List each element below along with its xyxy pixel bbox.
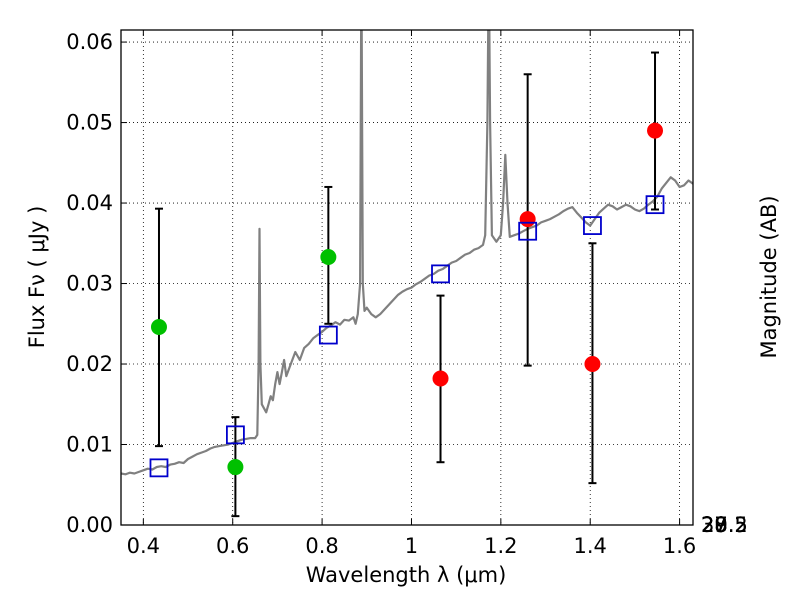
y-tick-label: 0.01 bbox=[66, 433, 113, 457]
mag-tick-label: 27.2 bbox=[701, 513, 748, 537]
mag-tick-label: 27.5 bbox=[701, 513, 748, 537]
model-point bbox=[431, 264, 450, 284]
model-point bbox=[149, 458, 169, 478]
y-axis-left: 0.00 0.01 0.02 0.03 0.04 0.05 0.06 bbox=[66, 30, 127, 537]
y-axis-label: Flux Fν ( μJy ) bbox=[25, 206, 49, 349]
mag-tick-label: 28.5 bbox=[701, 513, 748, 537]
plot-frame bbox=[120, 29, 694, 526]
model-point bbox=[318, 325, 338, 345]
x-axis: 0.4 0.6 0.8 1 1.2 1.4 1.6 bbox=[127, 30, 696, 558]
y-tick-label: 0.06 bbox=[66, 30, 113, 54]
data-point bbox=[647, 122, 664, 139]
y-tick-label: 0.05 bbox=[66, 111, 113, 135]
data-point bbox=[227, 459, 244, 476]
mag-tick-label: 30 bbox=[701, 513, 728, 537]
data-point bbox=[432, 370, 449, 387]
y-tick-label: 0.04 bbox=[66, 191, 113, 215]
data-point bbox=[519, 211, 536, 228]
model-spectrum-line bbox=[121, 30, 693, 476]
mag-tick-label: 29 bbox=[701, 513, 728, 537]
y-tick-label: 0.02 bbox=[66, 352, 113, 376]
x-tick-label: 1 bbox=[405, 534, 418, 558]
model-point bbox=[518, 221, 538, 241]
mag-tick-label: 28 bbox=[701, 513, 728, 537]
data-point bbox=[150, 319, 167, 335]
x-tick-label: 0.8 bbox=[305, 534, 338, 558]
x-tick-label: 0.4 bbox=[127, 534, 160, 558]
y-tick-label: 0.00 bbox=[66, 513, 113, 537]
y-axis-label-right: Magnitude (AB) bbox=[757, 195, 781, 358]
x-tick-label: 1.2 bbox=[484, 534, 517, 558]
data-point bbox=[320, 248, 337, 265]
model-point bbox=[225, 425, 245, 445]
x-tick-label: 0.6 bbox=[216, 534, 249, 558]
model-point bbox=[583, 216, 602, 235]
plot-area bbox=[121, 30, 693, 518]
mag-tick-label: 27 bbox=[701, 513, 728, 537]
x-tick-label: 1.6 bbox=[663, 534, 696, 558]
data-point bbox=[584, 356, 601, 373]
x-tick-label: 1.4 bbox=[574, 534, 607, 558]
x-axis-label: Wavelength λ (μm) bbox=[306, 563, 507, 587]
y-tick-label: 0.03 bbox=[66, 272, 113, 296]
model-point bbox=[645, 195, 665, 215]
